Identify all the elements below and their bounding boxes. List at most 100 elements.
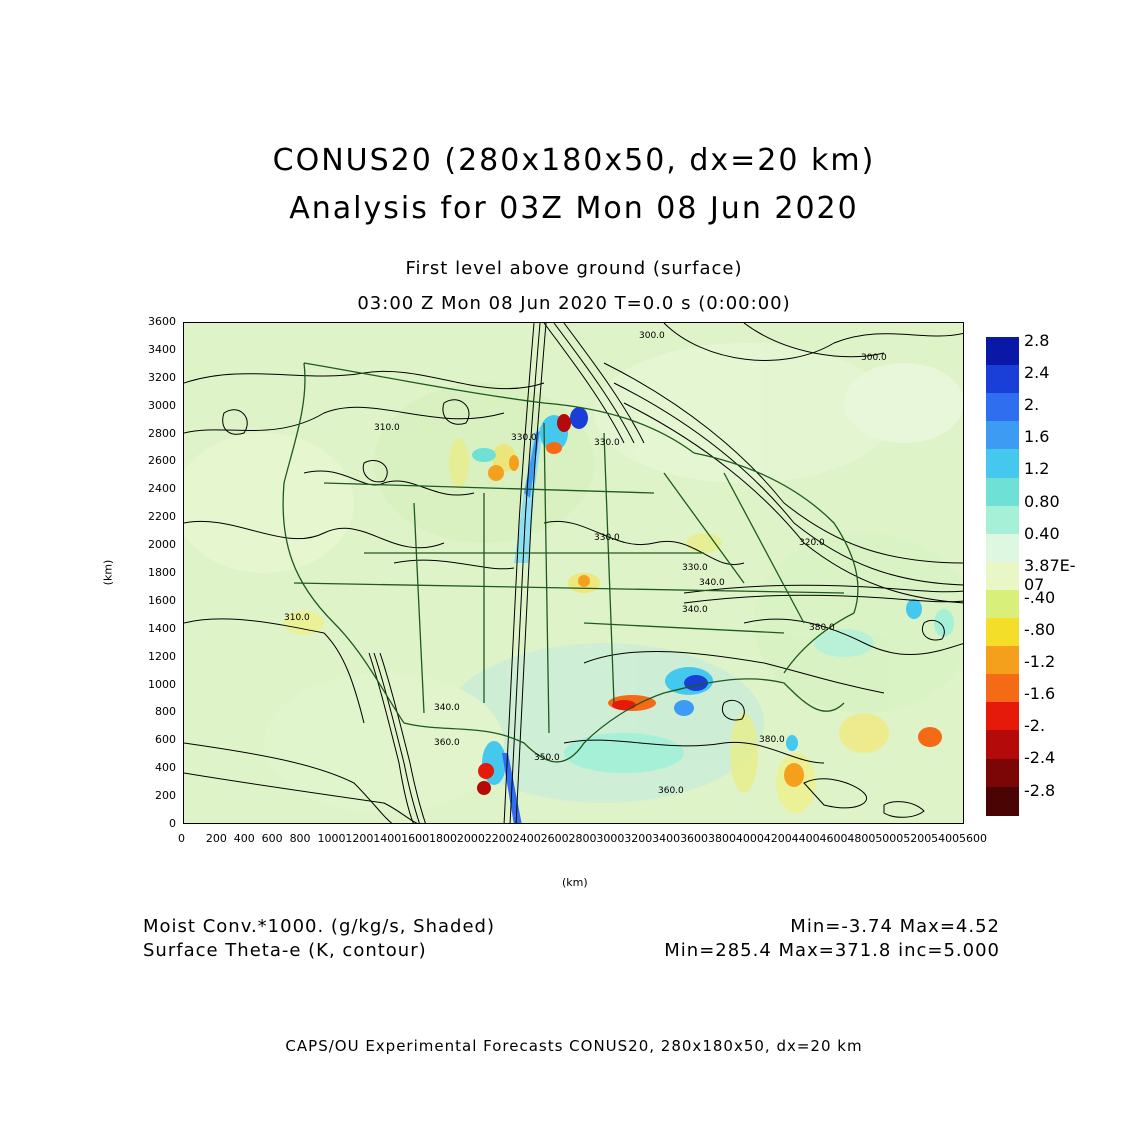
x-tick-label: 3000 xyxy=(596,832,625,845)
y-tick-label: 3400 xyxy=(148,342,176,356)
colorbar-label: -2.8 xyxy=(1024,780,1056,800)
y-tick-label: 400 xyxy=(155,761,176,775)
colorbar-label: -1.6 xyxy=(1024,684,1056,704)
y-tick-label: 2200 xyxy=(148,510,176,524)
colorbar-swatch xyxy=(986,365,1019,395)
y-tick-label: 800 xyxy=(155,705,176,719)
colorbar-swatch xyxy=(986,758,1019,788)
x-tick-label: 1800 xyxy=(429,832,458,845)
x-tick-label: 2400 xyxy=(512,832,541,845)
y-tick-label: 1800 xyxy=(148,566,176,579)
map-field-svg xyxy=(184,323,963,823)
x-tick-label: 5600 xyxy=(959,832,987,845)
y-tick-label: 2000 xyxy=(148,538,176,552)
x-tick-label: 2000 xyxy=(456,832,485,845)
colorbar-label: 2. xyxy=(1024,395,1040,415)
colorbar-label: 0.40 xyxy=(1024,523,1060,543)
y-axis-label: (km) xyxy=(101,559,115,586)
map-panel: 310.0 310.0 330.0 330.0 340.0 300.0 300.0 330.0… xyxy=(183,322,964,824)
contour-label: 340.0 xyxy=(682,605,708,615)
colorbar-label: -2. xyxy=(1024,716,1046,736)
colorbar-swatch xyxy=(986,533,1019,563)
x-tick-label: 200 xyxy=(205,832,227,845)
x-tick-label: 5000 xyxy=(875,832,904,845)
contour-label: 360.0 xyxy=(434,738,460,748)
colorbar-label: -.80 xyxy=(1024,620,1056,640)
contour-label: 330.0 xyxy=(594,438,620,448)
colorbar-swatch xyxy=(986,786,1019,816)
plot-title-line1: CONUS20 (280x180x50, dx=20 km) xyxy=(272,143,876,178)
x-tick-label: 400 xyxy=(233,832,255,845)
x-tick-label: 1600 xyxy=(401,832,430,845)
x-tick-label: 800 xyxy=(289,832,311,845)
contour-label: 330.0 xyxy=(594,533,620,543)
x-tick-label: 1200 xyxy=(345,832,374,845)
field2-description: Surface Theta-e (K, contour) xyxy=(143,940,427,961)
x-tick-label: 4800 xyxy=(847,832,876,845)
x-tick-label: 2600 xyxy=(540,832,569,845)
contour-label: 330.0 xyxy=(682,563,708,573)
plot-subtitle-level: First level above ground (surface) xyxy=(405,258,743,279)
x-tick-label: 1000 xyxy=(317,832,346,845)
contour-label: 320.0 xyxy=(799,538,825,548)
x-tick-label: 3200 xyxy=(624,832,653,845)
contour-label: 380.0 xyxy=(809,623,835,633)
contour-label: 300.0 xyxy=(639,331,665,341)
colorbar-swatch xyxy=(986,393,1019,423)
x-tick-label: 5400 xyxy=(931,832,960,845)
colorbar-label: 1.2 xyxy=(1024,459,1050,479)
x-tick-label: 600 xyxy=(261,832,283,845)
x-tick-label: 1400 xyxy=(373,832,402,845)
x-tick-label: 3600 xyxy=(680,832,709,845)
colorbar-swatch xyxy=(986,646,1019,676)
colorbar-label: 3.87E-07 xyxy=(1024,555,1076,594)
contour-label: 330.0 xyxy=(511,433,537,443)
y-tick-label: 1400 xyxy=(148,621,176,635)
y-tick-label: 2400 xyxy=(148,482,176,496)
y-tick-label: 2800 xyxy=(148,426,176,440)
colorbar-swatch xyxy=(986,730,1019,760)
colorbar-label: 0.80 xyxy=(1024,491,1060,511)
x-tick-label: 3800 xyxy=(707,832,736,845)
y-tick-label: 3200 xyxy=(148,370,176,384)
colorbar-swatch xyxy=(986,674,1019,704)
colorbar-swatch xyxy=(986,449,1019,479)
contour-label: 360.0 xyxy=(658,786,684,796)
colorbar-label: 1.6 xyxy=(1024,427,1050,447)
colorbar-label: 2.4 xyxy=(1024,363,1050,383)
colorbar-swatch xyxy=(986,421,1019,451)
colorbar-label: -2.4 xyxy=(1024,748,1056,768)
y-tick-label: 1200 xyxy=(148,649,176,663)
x-tick-label: 3400 xyxy=(652,832,681,845)
colorbar-swatch xyxy=(986,589,1019,619)
x-tick-label: 5200 xyxy=(903,832,932,845)
y-tick-label: 3600 xyxy=(148,315,176,328)
contour-label: 340.0 xyxy=(699,578,725,588)
contour-label: 300.0 xyxy=(861,353,887,363)
y-tick-label: 0 xyxy=(169,817,176,830)
contour-label: 310.0 xyxy=(374,423,400,433)
contour-label: 340.0 xyxy=(434,703,460,713)
contour-label: 310.0 xyxy=(284,613,310,623)
field2-stats: Min=285.4 Max=371.8 inc=5.000 xyxy=(664,940,1000,961)
contour-label: 350.0 xyxy=(534,753,560,763)
colorbar-swatch xyxy=(986,505,1019,535)
plot-title-line2: Analysis for 03Z Mon 08 Jun 2020 xyxy=(289,191,859,226)
x-tick-label: 2200 xyxy=(484,832,513,845)
x-tick-label: 2800 xyxy=(568,832,597,845)
field1-description: Moist Conv.*1000. (g/kg/s, Shaded) xyxy=(143,916,495,937)
x-tick-label: 4400 xyxy=(791,832,820,845)
y-tick-label: 200 xyxy=(155,789,176,803)
field1-stats: Min=-3.74 Max=4.52 xyxy=(790,916,1000,937)
y-tick-label: 2600 xyxy=(148,454,176,468)
y-tick-label: 600 xyxy=(155,733,176,747)
colorbar-label: -1.2 xyxy=(1024,652,1056,672)
x-tick-label: 4000 xyxy=(735,832,764,845)
plot-subtitle-time: 03:00 Z Mon 08 Jun 2020 T=0.0 s (0:00:00… xyxy=(357,293,791,314)
x-tick-label: 4600 xyxy=(819,832,848,845)
footer-credit: CAPS/OU Experimental Forecasts CONUS20, … xyxy=(285,1037,863,1055)
y-tick-label: 1000 xyxy=(148,677,176,691)
colorbar-swatch xyxy=(986,337,1019,366)
colorbar-label: 2.8 xyxy=(1024,331,1050,350)
y-tick-label: 1600 xyxy=(148,593,176,607)
